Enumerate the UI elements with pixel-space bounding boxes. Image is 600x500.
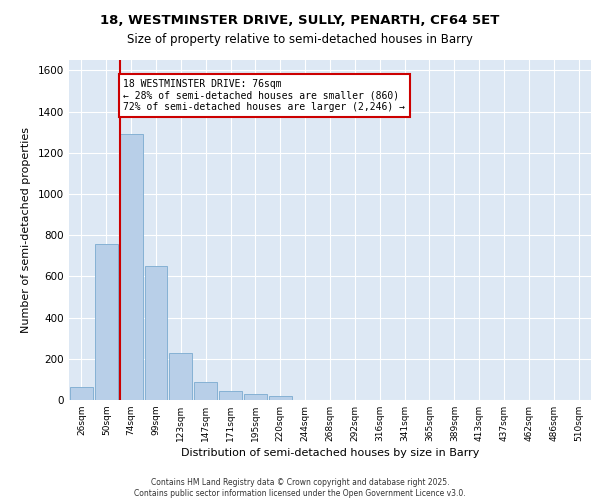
Text: Contains HM Land Registry data © Crown copyright and database right 2025.
Contai: Contains HM Land Registry data © Crown c… <box>134 478 466 498</box>
Text: Size of property relative to semi-detached houses in Barry: Size of property relative to semi-detach… <box>127 32 473 46</box>
Y-axis label: Number of semi-detached properties: Number of semi-detached properties <box>21 127 31 333</box>
Bar <box>145 266 167 400</box>
Bar <box>219 390 242 400</box>
Bar <box>194 382 217 400</box>
Bar <box>70 386 93 400</box>
Bar <box>269 396 292 400</box>
X-axis label: Distribution of semi-detached houses by size in Barry: Distribution of semi-detached houses by … <box>181 448 479 458</box>
Bar <box>169 352 192 400</box>
Bar <box>244 394 267 400</box>
Bar <box>95 244 118 400</box>
Text: 18, WESTMINSTER DRIVE, SULLY, PENARTH, CF64 5ET: 18, WESTMINSTER DRIVE, SULLY, PENARTH, C… <box>100 14 500 27</box>
Bar <box>120 134 143 400</box>
Text: 18 WESTMINSTER DRIVE: 76sqm
← 28% of semi-detached houses are smaller (860)
72% : 18 WESTMINSTER DRIVE: 76sqm ← 28% of sem… <box>124 78 406 112</box>
